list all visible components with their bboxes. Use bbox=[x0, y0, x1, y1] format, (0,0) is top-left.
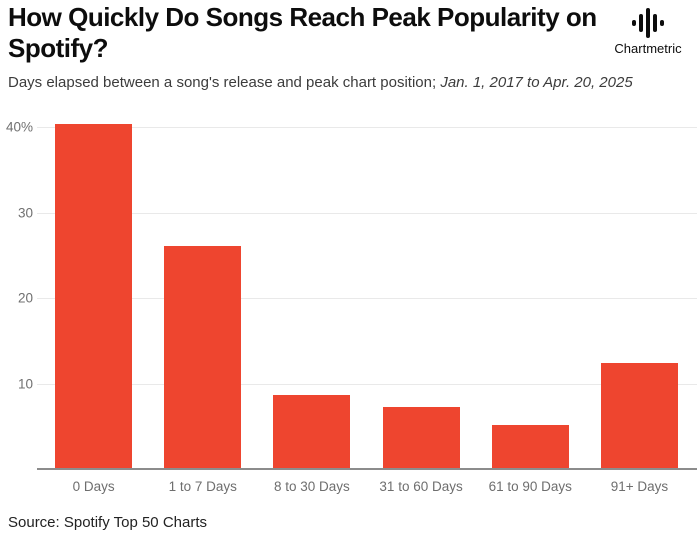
brand-name: Chartmetric bbox=[614, 41, 682, 56]
soundwave-dot bbox=[660, 20, 664, 26]
subtitle: Days elapsed between a song's release an… bbox=[8, 74, 633, 91]
x-axis-category-label: 8 to 30 Days bbox=[274, 479, 350, 494]
y-axis-tick-label: 40% bbox=[5, 119, 33, 135]
y-axis-tick-label: 10 bbox=[17, 376, 33, 391]
soundwave-bar bbox=[653, 14, 657, 32]
x-axis-category-label: 31 to 60 Days bbox=[379, 479, 463, 494]
x-axis-category-label: 1 to 7 Days bbox=[168, 479, 237, 494]
gridline bbox=[37, 127, 697, 128]
chartmetric-soundwave-icon bbox=[600, 7, 696, 39]
bar bbox=[382, 406, 460, 469]
x-axis-category-label: 91+ Days bbox=[610, 479, 669, 494]
bar-chart: 10 20 30 40% 0 Days 1 to 7 Days 8 to 30 Days 31… bbox=[0, 105, 700, 505]
bar bbox=[600, 362, 678, 469]
bar bbox=[491, 425, 569, 469]
bar bbox=[164, 245, 242, 469]
x-axis-category-label: 0 Days bbox=[72, 479, 115, 494]
gridline bbox=[37, 212, 697, 214]
subtitle-date-range: Jan. 1, 2017 to Apr. 20, 2025 bbox=[440, 74, 633, 91]
x-axis-category-label: 61 to 90 Days bbox=[488, 479, 572, 494]
y-axis-tick-label: 20 bbox=[17, 290, 33, 306]
y-axis-tick-label: 30 bbox=[17, 205, 33, 220]
soundwave-bar bbox=[639, 14, 643, 32]
gridline bbox=[37, 383, 697, 385]
page-title: How Quickly Do Songs Reach Peak Populari… bbox=[8, 2, 597, 63]
soundwave-bar bbox=[646, 8, 650, 38]
brand-logo: Chartmetric bbox=[600, 7, 696, 56]
source-note: Source: Spotify Top 50 Charts bbox=[8, 514, 207, 531]
gridline bbox=[37, 298, 697, 299]
bar bbox=[273, 395, 351, 469]
soundwave-dot bbox=[632, 20, 636, 26]
subtitle-text: Days elapsed between a song's release an… bbox=[8, 74, 441, 91]
x-axis-line bbox=[37, 468, 697, 470]
bar bbox=[55, 123, 133, 469]
